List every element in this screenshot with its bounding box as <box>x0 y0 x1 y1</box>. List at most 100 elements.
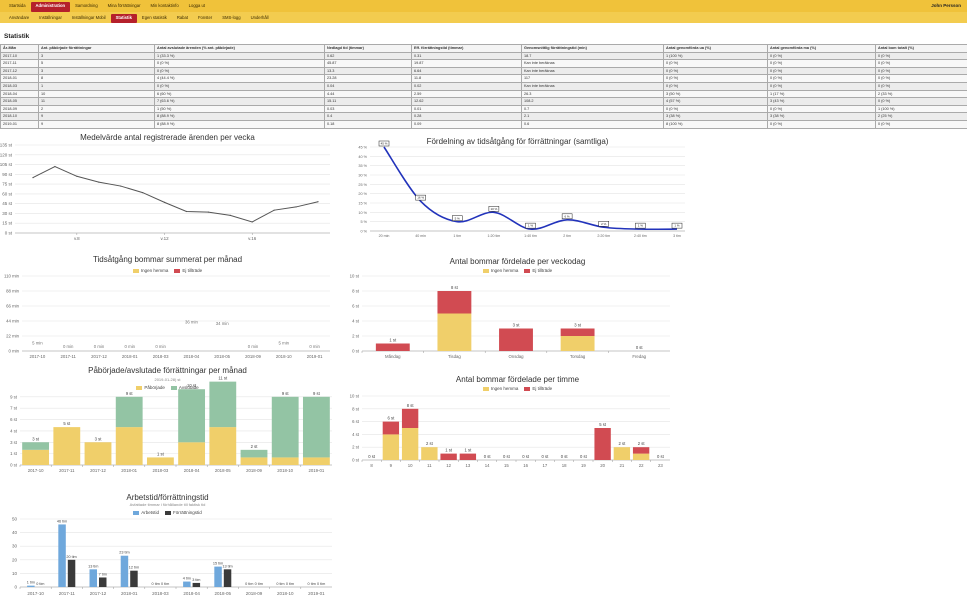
nav-item-rabat[interactable]: Rabat <box>176 15 188 20</box>
table-cell: 2018-04 <box>0 89 39 99</box>
nav-item-fonster[interactable]: Fonster <box>198 15 213 20</box>
bar-chart: 0 st 2 st 4 st 6 st 8 st 10 st 1 st Måndag 8 st T… <box>350 274 670 359</box>
chart-bom-time-per-month: Tidsåtgång bommar summerat per månad Ing… <box>0 255 335 365</box>
legend-item[interactable]: Förrättningstid <box>165 510 202 515</box>
column-header[interactable]: Antal bom totalt (%) <box>875 44 967 53</box>
bar-total-label: 9 st <box>126 391 134 396</box>
nav-item-min-kontaktinfo[interactable]: Min kontaktinfo <box>150 3 179 8</box>
bar-value-label: 12 tim <box>129 566 139 570</box>
nav-item-installningar-mobil[interactable]: Inställningar Mobil <box>71 15 106 20</box>
bar <box>120 555 129 587</box>
chart-bom-per-hour: Antal bommar fördelade per timme Ingen h… <box>340 375 695 485</box>
table-row: 2018-03 1 0 (0 %) 0.04 0.02 Kan inte beräknas… <box>0 81 967 91</box>
nav-item-egen-statistik[interactable]: Egen statistik <box>141 15 167 20</box>
legend-item[interactable]: Arbetstid <box>133 510 159 515</box>
table-cell: 2017-11 <box>0 59 39 68</box>
bar-total-label: 0 st <box>561 454 569 459</box>
column-header[interactable]: Antal genomförda ua (%) <box>663 44 768 53</box>
nav-item-anvandare[interactable]: Användare <box>9 15 30 20</box>
y-tick-label: 10 st <box>350 274 360 279</box>
y-tick-label: 20 <box>12 557 18 562</box>
table-cell: 117 <box>521 74 664 83</box>
legend-label: Ingen hemma <box>490 268 519 273</box>
legend-item[interactable]: Ingen hemma <box>482 386 518 391</box>
x-tick-label: 2018-05 <box>215 468 231 473</box>
nav-item-installningar[interactable]: Inställningar <box>39 15 62 20</box>
x-tick-label: 18 <box>562 463 567 468</box>
data-label-box <box>525 222 536 229</box>
legend-swatch <box>132 268 139 273</box>
data-point <box>273 209 275 211</box>
legend-item[interactable]: Avslutade <box>170 385 199 390</box>
table-cell: 2018-01 <box>0 74 39 83</box>
y-tick-label: 6 st <box>352 304 360 309</box>
bar-segment <box>499 328 533 351</box>
bar-total-label: 8 st <box>407 403 415 408</box>
nav-item-sms-logg[interactable]: SMS-logg <box>222 15 241 20</box>
bar-segment <box>302 457 330 465</box>
column-header[interactable]: Ant. påbörjade förrättningar <box>38 44 155 53</box>
table-cell: 0.01 <box>411 104 522 114</box>
bar-total-label: 2 st <box>426 441 434 446</box>
table-cell: 11.8 <box>411 74 522 83</box>
table-row: 2018-09 2 1 (50 %) 0.03 0.01 0.7 0 (0 %) 0 (0 %… <box>0 104 967 114</box>
y-tick-label: 1 st <box>10 451 18 456</box>
column-header[interactable]: Nedlagd tid (timmar) <box>324 44 412 53</box>
legend-label: Ej tillträde <box>182 268 203 273</box>
data-label-box <box>671 222 683 229</box>
table-row: 2018-10 9 8 (88.9 %) 0.4 0.28 2.1 3 (38 %) 3 (3… <box>0 112 967 121</box>
chart-legend: Ingen hemma Ej tillträde <box>340 386 695 391</box>
bar-total-label: 0 min <box>63 344 74 349</box>
y-tick-label: 88 min <box>6 289 20 294</box>
nav-item-statistik[interactable]: Statistik <box>110 14 137 23</box>
line-chart: 0 % 5 % 10 % 15 % 20 % 25 % 30 % 35 % 40 % 45 % 45… <box>358 140 685 238</box>
column-header[interactable]: Eff. förrättningstid (timmar) <box>411 44 522 53</box>
bar-value-label: 20 tim <box>66 555 76 559</box>
bar-segment <box>459 453 477 460</box>
legend-item[interactable]: Ej tillträde <box>524 386 552 391</box>
bar <box>58 524 66 587</box>
column-header[interactable]: Genomsnittlig förrättningstid (min) <box>521 44 664 53</box>
user-name[interactable]: John Persson <box>931 3 961 8</box>
y-tick-label: 2 st <box>352 334 360 339</box>
bar-total-label: 0 st <box>542 454 550 459</box>
table-cell: 0.28 <box>411 112 522 121</box>
legend-item[interactable]: Ingen hemma <box>132 268 168 273</box>
table-body: 2017-10 3 1 (33.3 %) 0.62 0.31 18.7 1 (100 %) 0… <box>0 51 967 129</box>
x-tick-label: Torsdag <box>570 354 586 359</box>
column-header[interactable]: Antal genomförda ma (%) <box>767 44 876 53</box>
y-tick-label: 15 st <box>2 221 13 226</box>
table-cell: 19.87 <box>411 59 522 68</box>
nav-item-startsida[interactable]: Startsida <box>9 3 26 8</box>
bar-total-label: 3 st <box>513 323 521 328</box>
nav-item-administration[interactable]: Administration <box>30 2 71 12</box>
y-tick-label: 8 st <box>352 289 360 294</box>
x-tick-label: 2018-05 <box>214 354 230 359</box>
legend-item[interactable]: Påbörjade <box>136 385 165 390</box>
y-tick-label: 75 st <box>2 182 13 187</box>
column-header[interactable]: Antal avslutade ärenden (% ant. påbörjad… <box>154 44 325 53</box>
table-cell: 0 (0 %) <box>767 59 876 68</box>
bar <box>130 570 138 587</box>
data-label: 2 % <box>601 222 607 226</box>
table-cell: 9 <box>38 119 155 129</box>
bar-total-label: 1 st <box>157 451 165 456</box>
nav-item-underhall[interactable]: Underhåll <box>250 15 269 20</box>
data-label: 1 % <box>638 224 644 228</box>
y-tick-label: 6 st <box>352 419 360 424</box>
nav-item-samordning[interactable]: Samordning <box>75 3 98 8</box>
table-cell: 0 (0 %) <box>154 59 325 68</box>
legend-item[interactable]: Ej tillträde <box>174 268 202 273</box>
series-line <box>383 146 678 231</box>
legend-item[interactable]: Ej tillträde <box>524 268 552 273</box>
nav-item-mina-forrattningar[interactable]: Mina förrättningar <box>107 3 141 8</box>
nav-item-logga-ut[interactable]: Logga ut <box>188 3 205 8</box>
legend-item[interactable]: Ingen hemma <box>482 268 519 273</box>
table-cell: 2 (25 %) <box>875 112 967 121</box>
bar-total-label: 0 min <box>155 344 166 349</box>
bar-total-label: 36 min <box>185 319 199 324</box>
bar-total-label: 3 st <box>574 323 582 328</box>
column-header[interactable]: År-Mån <box>0 44 39 53</box>
data-label-box <box>598 221 609 227</box>
